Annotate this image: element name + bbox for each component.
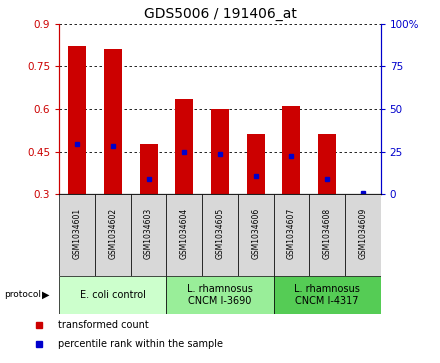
Text: GSM1034601: GSM1034601 [73, 208, 82, 259]
Text: GSM1034608: GSM1034608 [323, 208, 332, 259]
Bar [274, 194, 309, 276]
Text: L. rhamnosus
CNCM I-3690: L. rhamnosus CNCM I-3690 [187, 284, 253, 306]
Bar [247, 134, 264, 194]
Text: GSM1034602: GSM1034602 [108, 208, 117, 259]
Bar [318, 134, 336, 194]
Text: GSM1034603: GSM1034603 [144, 208, 153, 259]
Bar [176, 99, 193, 194]
Text: L. rhamnosus
CNCM I-4317: L. rhamnosus CNCM I-4317 [294, 284, 360, 306]
Text: GSM1034604: GSM1034604 [180, 208, 189, 259]
Bar [104, 49, 122, 194]
Bar [166, 276, 274, 314]
Text: protocol: protocol [4, 290, 41, 299]
Text: GSM1034606: GSM1034606 [251, 208, 260, 259]
Bar [166, 194, 202, 276]
Text: percentile rank within the sample: percentile rank within the sample [59, 339, 224, 349]
Bar [202, 194, 238, 276]
Bar [309, 194, 345, 276]
Text: E. coli control: E. coli control [80, 290, 146, 300]
Title: GDS5006 / 191406_at: GDS5006 / 191406_at [143, 7, 297, 21]
Bar [139, 144, 158, 194]
Text: GSM1034609: GSM1034609 [358, 208, 367, 259]
Bar [59, 276, 166, 314]
Bar [131, 194, 166, 276]
Bar [95, 194, 131, 276]
Bar [345, 194, 381, 276]
Text: ▶: ▶ [42, 290, 49, 300]
Bar [68, 46, 86, 194]
Text: transformed count: transformed count [59, 320, 149, 330]
Bar [59, 194, 95, 276]
Bar [211, 109, 229, 194]
Bar [238, 194, 274, 276]
Text: GSM1034605: GSM1034605 [216, 208, 224, 259]
Bar [282, 106, 300, 194]
Text: GSM1034607: GSM1034607 [287, 208, 296, 259]
Bar [274, 276, 381, 314]
